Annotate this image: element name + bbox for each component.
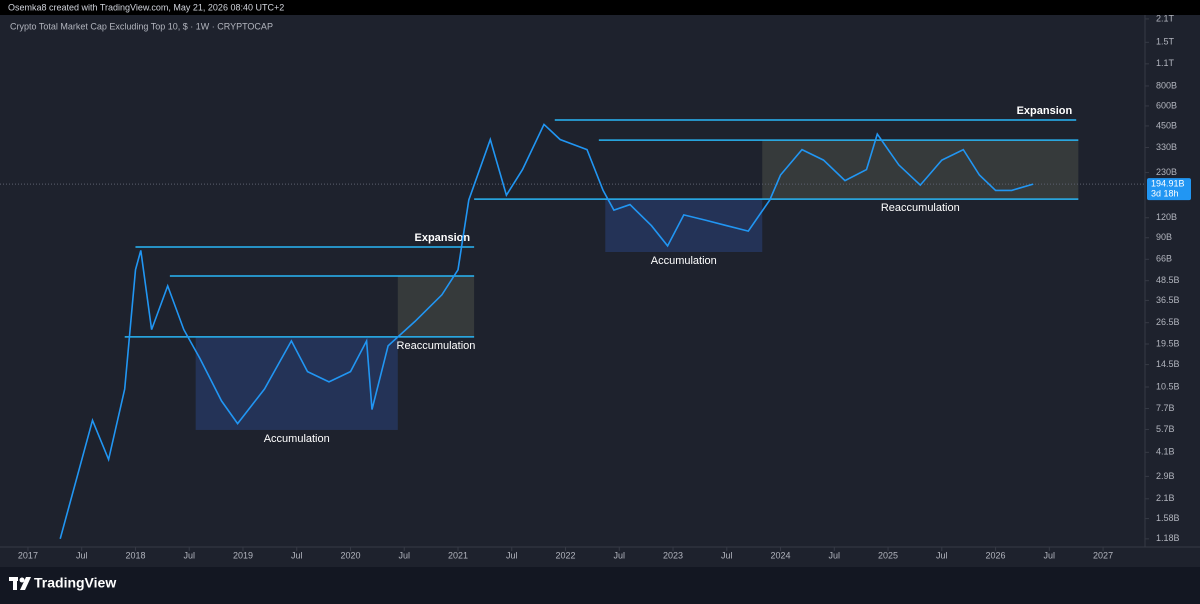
y-tick-label: 330B: [1156, 142, 1177, 152]
zone: [397, 275, 475, 337]
x-tick-label: Jul: [183, 550, 195, 560]
y-tick-label: 230B: [1156, 167, 1177, 177]
x-tick-label: 2022: [555, 550, 575, 560]
y-tick-label: 800B: [1156, 80, 1177, 90]
x-tick-label: Jul: [936, 550, 948, 560]
x-tick-label: Jul: [76, 550, 88, 560]
x-tick-label: 2027: [1093, 550, 1113, 560]
x-tick-label: Jul: [506, 550, 518, 560]
y-tick-label: 10.5B: [1156, 381, 1180, 391]
x-tick-label: 2017: [18, 550, 38, 560]
y-tick-label: 2.1T: [1156, 13, 1175, 23]
x-tick-label: 2025: [878, 550, 898, 560]
y-tick-label: 2.9B: [1156, 471, 1175, 481]
y-tick-label: 36.5B: [1156, 295, 1180, 305]
y-tick-label: 450B: [1156, 120, 1177, 130]
x-tick-label: Jul: [829, 550, 841, 560]
zone-label: Reaccumulation: [397, 340, 476, 352]
x-tick-label: 2024: [771, 550, 791, 560]
top-bar: [0, 0, 1200, 15]
y-tick-label: 2.1B: [1156, 493, 1175, 503]
y-tick-label: 1.58B: [1156, 513, 1180, 523]
logo: TradingView: [34, 575, 116, 591]
y-tick-label: 5.7B: [1156, 424, 1175, 434]
x-tick-label: 2020: [340, 550, 360, 560]
chart-title: Crypto Total Market Cap Excluding Top 10…: [10, 21, 273, 31]
plot: Accumulation Reaccumulation Accumulation Re…: [0, 13, 1191, 560]
y-tick-label: 1.5T: [1156, 37, 1175, 47]
price-label-box: [1147, 178, 1191, 201]
zone: [605, 199, 763, 253]
footer: [0, 567, 1200, 604]
y-tick-label: 600B: [1156, 100, 1177, 110]
y-tick-label: 48.5B: [1156, 275, 1180, 285]
logo-icon: [9, 577, 31, 590]
y-tick-label: 4.1B: [1156, 447, 1175, 457]
zone-label: Accumulation: [651, 255, 717, 267]
price-label: 194.91B: [1151, 178, 1185, 188]
x-tick-label: 2026: [986, 550, 1006, 560]
zone-label: Accumulation: [264, 433, 330, 445]
zone: [762, 140, 1079, 200]
zone-label: Reaccumulation: [881, 202, 960, 214]
y-tick-label: 7.7B: [1156, 403, 1175, 413]
x-tick-label: 2023: [663, 550, 683, 560]
y-tick-label: 120B: [1156, 212, 1177, 222]
x-tick-label: Jul: [291, 550, 303, 560]
countdown: 3d 18h: [1151, 188, 1179, 198]
y-tick-label: 66B: [1156, 254, 1172, 264]
x-tick-label: 2018: [125, 550, 145, 560]
x-tick-label: Jul: [398, 550, 410, 560]
x-tick-label: Jul: [1044, 550, 1056, 560]
x-tick-label: 2021: [448, 550, 468, 560]
y-tick-label: 19.5B: [1156, 338, 1180, 348]
level-label: Expansion: [1017, 105, 1073, 117]
x-tick-label: Jul: [614, 550, 626, 560]
credit: Osemka8 created with TradingView.com, Ma…: [8, 2, 284, 12]
y-tick-label: 26.5B: [1156, 317, 1180, 327]
y-tick-label: 90B: [1156, 232, 1172, 242]
x-tick-label: Jul: [721, 550, 733, 560]
y-tick-label: 1.1T: [1156, 58, 1175, 68]
y-tick-label: 1.18B: [1156, 533, 1180, 543]
x-tick-label: 2019: [233, 550, 253, 560]
price-line: [59, 123, 1034, 540]
level-label: Expansion: [415, 232, 471, 244]
y-tick-label: 14.5B: [1156, 359, 1180, 369]
